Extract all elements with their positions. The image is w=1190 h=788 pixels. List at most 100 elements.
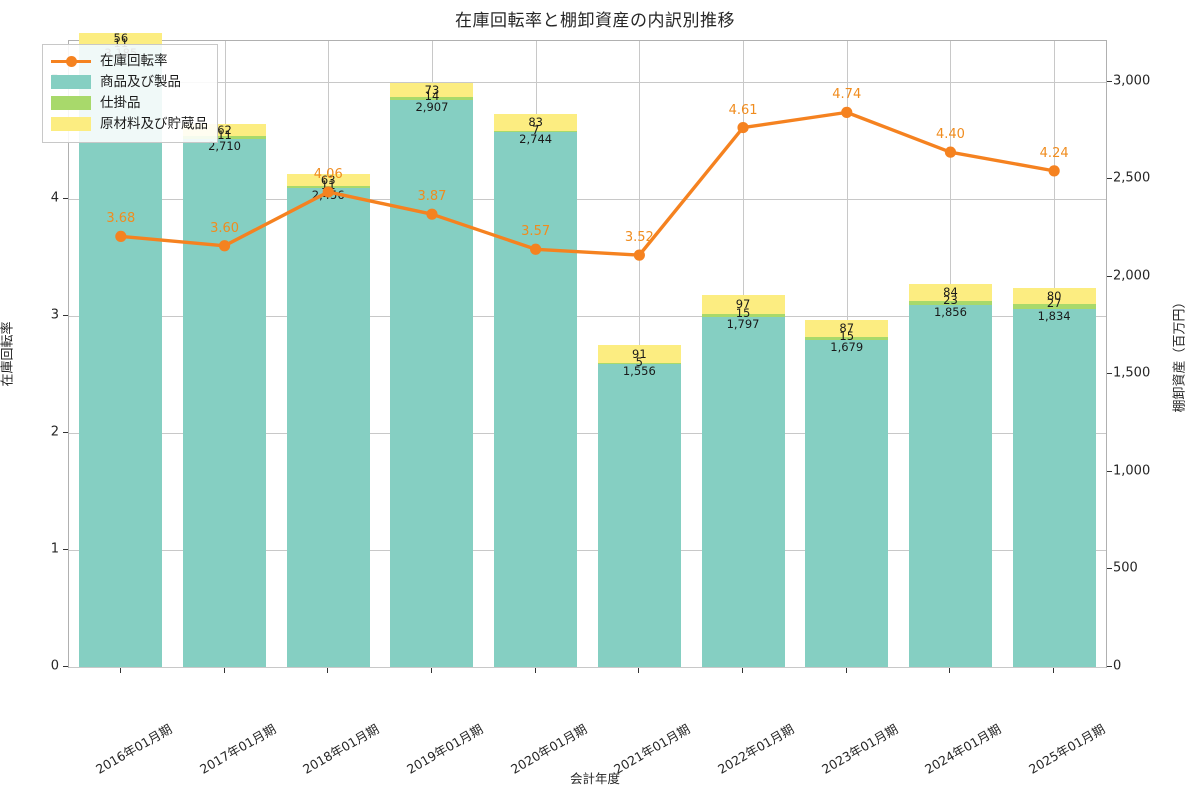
y-axis-label-right: 棚卸資産（百万円） [1172, 295, 1188, 413]
x-axis-tickmark [742, 668, 744, 673]
legend-swatch-icon [51, 117, 91, 131]
y-axis-tick-right: 0 [1113, 658, 1122, 674]
bar-group[interactable]: 1,856 23 84 [908, 284, 992, 667]
bar-segment-work-in-progress[interactable] [597, 362, 681, 364]
line-marker[interactable] [322, 186, 334, 198]
y-axis-tick-left: 4 [50, 190, 59, 206]
gridline-horizontal [69, 549, 1106, 551]
bar-segment-work-in-progress[interactable] [805, 336, 889, 340]
bar-segment-work-in-progress[interactable] [183, 136, 267, 139]
line-marker[interactable] [944, 146, 957, 158]
y-axis-tick-right: 500 [1113, 560, 1138, 576]
y-axis-tick-left: 3 [50, 307, 59, 323]
gridline-horizontal [69, 198, 1106, 200]
bar-segment-work-in-progress[interactable] [1012, 304, 1096, 310]
legend-color-swatch [51, 75, 91, 90]
line-marker[interactable] [218, 240, 231, 252]
line-marker[interactable] [633, 249, 645, 261]
x-axis-label: 会計年度 [569, 771, 620, 786]
legend-swatch-icon [51, 96, 91, 110]
y-axis-tickmark-right [1107, 80, 1112, 82]
x-axis-tickmark [534, 668, 536, 673]
gridline-horizontal [69, 432, 1106, 434]
bar-segment-merchandise[interactable] [494, 131, 578, 667]
bar-segment-raw-materials[interactable] [494, 114, 578, 131]
legend-item-label: 原材料及び貯蔵品 [100, 115, 208, 132]
bar-segment-raw-materials[interactable] [701, 294, 785, 314]
y-axis-tickmark-right [1107, 666, 1112, 667]
bar-segment-raw-materials[interactable] [286, 173, 370, 186]
bar-segment-work-in-progress[interactable] [494, 130, 578, 132]
plot-inner: 3,18511562,71011622,45611632,90714732,74… [69, 32, 1106, 668]
bar-segment-merchandise[interactable] [390, 100, 474, 667]
y-axis-tickmark-left [63, 431, 68, 433]
y-axis-tick-right: 1,000 [1113, 463, 1151, 479]
line-marker[interactable] [1048, 165, 1060, 177]
bar-group[interactable]: 1,834 27 80 [1012, 288, 1096, 667]
bar-segment-merchandise[interactable] [805, 339, 889, 667]
bar-group[interactable]: 1,797 15 97 [701, 294, 785, 667]
y-axis-tick-left: 2 [50, 424, 59, 440]
y-axis-tickmark-right [1107, 275, 1112, 277]
legend-item[interactable]: 仕掛品 [51, 93, 208, 114]
y-axis-tick-right: 3,000 [1113, 73, 1151, 89]
x-axis-tickmark [430, 668, 432, 673]
line-series-svg [115, 106, 1060, 261]
legend-color-swatch [51, 117, 91, 132]
bar-segment-merchandise[interactable] [1012, 309, 1096, 667]
line-marker[interactable] [841, 106, 853, 118]
y-axis-tick-left: 0 [50, 658, 59, 674]
x-axis-tickmark [327, 668, 329, 673]
legend-swatch-icon [51, 75, 91, 89]
y-axis-tickmark-right [1107, 178, 1112, 180]
x-axis-tickmark [119, 668, 121, 673]
legend-dot-icon [65, 56, 77, 67]
plot-area: 3,18511562,71011622,45611632,90714732,74… [68, 32, 1107, 668]
legend-item[interactable]: 原材料及び貯蔵品 [51, 114, 208, 135]
line-marker[interactable] [737, 121, 749, 134]
y-axis-label-left: 在庫回転率 [0, 321, 16, 387]
line-marker[interactable] [426, 208, 438, 220]
bar-segment-merchandise[interactable] [183, 138, 267, 667]
bar-segment-raw-materials[interactable] [1012, 288, 1096, 305]
y-axis-tick-right: 2,000 [1113, 268, 1151, 284]
bar-group[interactable]: 1,679 15 87 [805, 319, 889, 667]
bar-segment-merchandise[interactable] [701, 316, 785, 667]
bar-segment-raw-materials[interactable] [597, 344, 681, 363]
bar-segment-work-in-progress[interactable] [390, 97, 474, 101]
bar-segment-merchandise[interactable] [597, 363, 681, 667]
bar-segment-raw-materials[interactable] [79, 32, 163, 44]
bar-segment-work-in-progress[interactable] [908, 300, 992, 306]
y-axis-tickmark-left [63, 548, 68, 550]
x-axis-tickmark [949, 668, 951, 673]
bar-segment-merchandise[interactable] [79, 45, 163, 667]
chart-legend: 在庫回転率商品及び製品 仕掛品原材料及び貯蔵品 [42, 44, 218, 143]
bar-segment-merchandise[interactable] [286, 188, 370, 667]
x-axis-tickmark [1053, 668, 1055, 673]
line-marker[interactable] [530, 243, 542, 255]
x-axis-tickmark [223, 668, 225, 673]
bar-segment-raw-materials[interactable] [390, 83, 474, 98]
bar-segment-work-in-progress[interactable] [701, 313, 785, 317]
legend-item-label: 仕掛品 [100, 94, 141, 111]
legend-item[interactable]: 在庫回転率 [51, 51, 208, 72]
bar-group[interactable]: 2,907 14 73 [390, 83, 474, 667]
turnover-rate-line [119, 110, 1056, 257]
x-axis-tickmark [845, 668, 847, 673]
legend-item[interactable]: 商品及び製品 [51, 72, 208, 93]
y-axis-tick-left: 1 [50, 541, 59, 557]
chart-title: 在庫回転率と棚卸資産の内訳別推移 [455, 11, 735, 31]
y-axis-tickmark-left [63, 197, 68, 199]
y-axis-tickmark-left [63, 666, 68, 667]
line-marker[interactable] [115, 230, 127, 243]
bar-segment-merchandise[interactable] [908, 305, 992, 667]
x-axis-tickmark [638, 668, 640, 673]
bar-group[interactable]: 2,4561163 [286, 173, 370, 667]
y-axis-tick-right: 2,500 [1113, 170, 1151, 186]
bar-segment-raw-materials[interactable] [805, 319, 889, 337]
bar-segment-raw-materials[interactable] [908, 284, 992, 301]
y-axis-tickmark-left [63, 314, 68, 316]
gridline-horizontal [69, 81, 1106, 83]
legend-item-label: 在庫回転率 [100, 52, 168, 69]
